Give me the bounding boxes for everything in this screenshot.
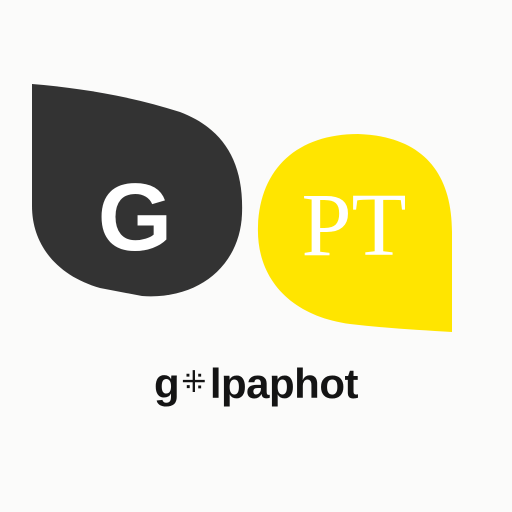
- wordmark-suffix: lpaphot: [209, 360, 359, 407]
- wordmark-prefix: g: [154, 360, 180, 407]
- dark-speech-bubble: [32, 84, 243, 297]
- wordmark-symbol: ⁜: [181, 366, 206, 399]
- bubble-letters-pt: PT: [301, 176, 406, 275]
- yellow-speech-bubble: [257, 134, 452, 332]
- wordmark: g⁜lpaphot: [0, 360, 512, 408]
- bubble-letter-g: G: [98, 164, 173, 271]
